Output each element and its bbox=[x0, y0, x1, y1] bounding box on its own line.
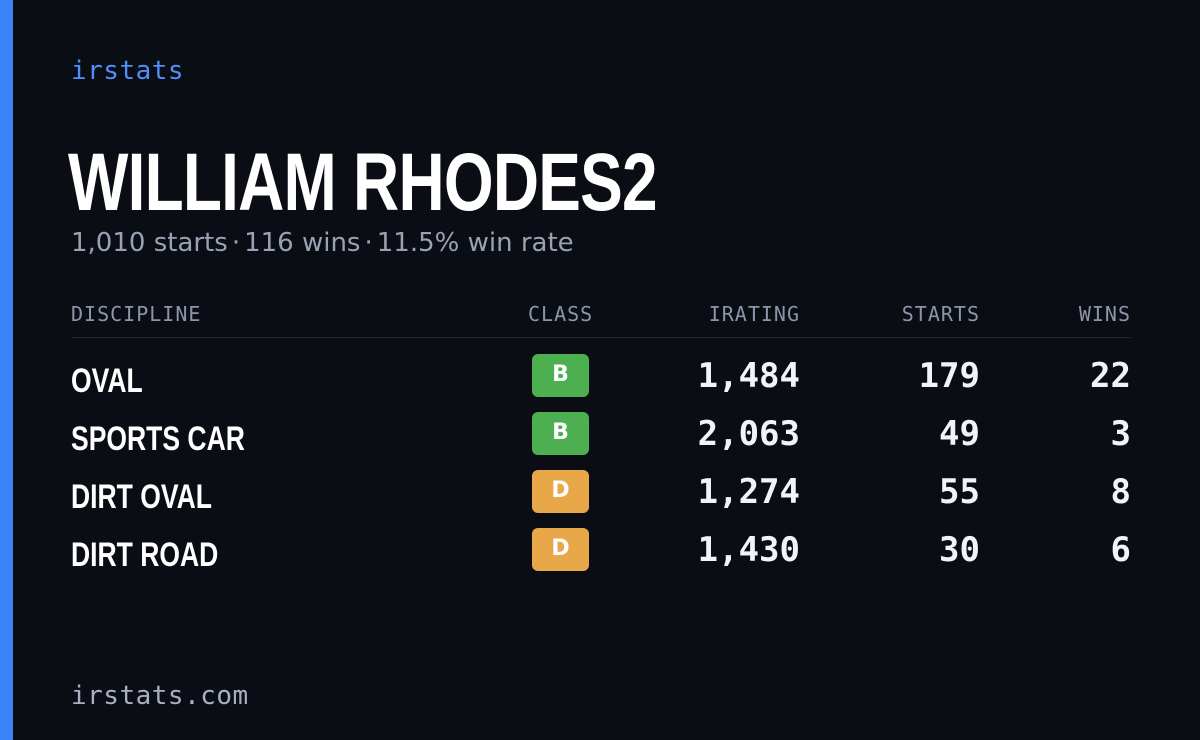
summary-wins: 116 wins bbox=[244, 228, 361, 258]
row-starts: 30 bbox=[939, 530, 980, 570]
player-name: WILLIAM RHODES2 bbox=[68, 137, 658, 228]
row-wins: 3 bbox=[1110, 414, 1131, 454]
brand-logo: irstats bbox=[71, 56, 185, 86]
row-discipline: OVAL bbox=[71, 362, 143, 400]
header-class: CLASS bbox=[528, 302, 594, 326]
row-wins: 6 bbox=[1110, 530, 1131, 570]
row-irating: 1,274 bbox=[697, 472, 800, 512]
row-wins: 22 bbox=[1090, 356, 1131, 396]
row-starts: 179 bbox=[918, 356, 980, 396]
row-discipline: DIRT OVAL bbox=[71, 478, 212, 516]
summary-separator: · bbox=[364, 228, 373, 258]
footer-site: irstats.com bbox=[71, 681, 249, 711]
header-starts: STARTS bbox=[901, 302, 980, 326]
table-row: OVAL B 1,484 179 22 bbox=[71, 354, 1131, 412]
row-wins: 8 bbox=[1110, 472, 1131, 512]
row-irating: 1,430 bbox=[697, 530, 800, 570]
header-wins: WINS bbox=[1078, 302, 1131, 326]
summary-win-rate: 11.5% win rate bbox=[376, 228, 574, 258]
discipline-table: DISCIPLINE CLASS IRATING STARTS WINS OVA… bbox=[71, 298, 1131, 586]
table-row: DIRT OVAL D 1,274 55 8 bbox=[71, 470, 1131, 528]
table-header: DISCIPLINE CLASS IRATING STARTS WINS bbox=[71, 298, 1131, 338]
row-starts: 55 bbox=[939, 472, 980, 512]
summary-starts: 1,010 starts bbox=[71, 228, 228, 258]
header-irating: IRATING bbox=[708, 302, 800, 326]
row-discipline: DIRT ROAD bbox=[71, 536, 219, 574]
summary-line: 1,010 starts · 116 wins · 11.5% win rate bbox=[71, 228, 574, 258]
summary-separator: · bbox=[231, 228, 241, 258]
table-row: DIRT ROAD D 1,430 30 6 bbox=[71, 528, 1131, 586]
accent-bar bbox=[0, 0, 13, 740]
row-discipline: SPORTS CAR bbox=[71, 420, 245, 458]
class-badge: B bbox=[532, 354, 589, 397]
class-badge: D bbox=[532, 470, 589, 513]
row-irating: 2,063 bbox=[697, 414, 800, 454]
class-badge: B bbox=[532, 412, 589, 455]
row-starts: 49 bbox=[939, 414, 980, 454]
row-irating: 1,484 bbox=[697, 356, 800, 396]
table-row: SPORTS CAR B 2,063 49 3 bbox=[71, 412, 1131, 470]
table-body: OVAL B 1,484 179 22 SPORTS CAR B 2,063 4… bbox=[71, 338, 1131, 586]
header-discipline: DISCIPLINE bbox=[71, 302, 202, 326]
class-badge: D bbox=[532, 528, 589, 571]
